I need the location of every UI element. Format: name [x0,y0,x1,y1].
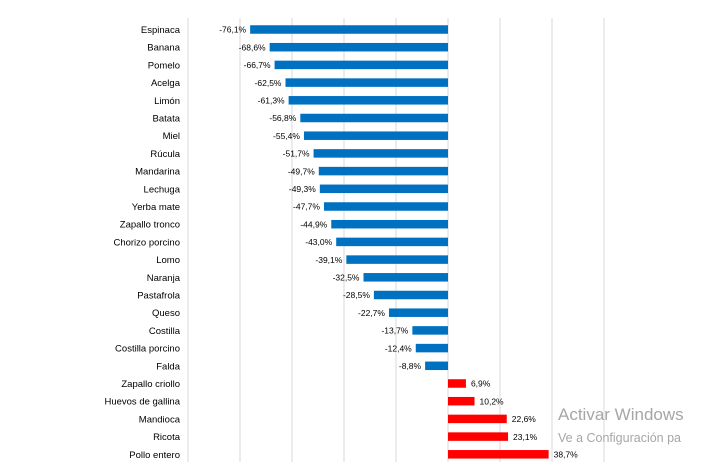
category-label: Falda [156,361,180,372]
bar [363,273,448,282]
bar [415,343,448,353]
bar [250,25,448,34]
value-label: -61,3% [258,96,285,106]
value-label: -28,5% [343,290,370,300]
bar [412,326,448,335]
bar [346,255,448,264]
value-label: -22,7% [358,308,385,318]
category-label: Zapallo tronco [120,220,180,231]
value-label: 38,7% [554,450,579,460]
bar [336,237,448,247]
category-label: Yerba mate [132,202,180,213]
activation-watermark-title: Activar Windows [558,405,684,424]
bar [373,290,448,300]
bar [303,131,448,140]
bar [274,60,448,70]
category-label: Chorizo porcino [113,237,180,248]
value-label: -32,5% [333,273,360,283]
value-label: -47,7% [293,202,320,212]
category-label: Acelga [151,78,181,89]
bar [269,42,448,52]
category-label: Pastafrola [137,291,180,302]
value-label: -51,7% [283,149,310,159]
value-label: -44,9% [300,219,327,229]
bar [318,166,448,176]
bar [448,379,466,388]
bar [313,149,448,158]
bar [425,361,448,371]
value-label: 22,6% [512,414,537,424]
category-label: Ricota [153,432,181,443]
value-label: -68,6% [239,42,266,52]
category-label: Mandioca [139,414,181,425]
value-label: -56,8% [269,113,296,123]
value-label: -12,4% [385,343,412,353]
category-label: Rúcula [150,149,180,160]
category-label: Batata [153,114,181,125]
category-label: Espinaca [141,25,181,36]
bar [388,308,448,317]
value-labels: -76,1% -68,6% -66,7% -62,5% -61,3% -56,8% -55,… [219,25,578,460]
value-label: 23,1% [513,432,538,442]
category-labels: Espinaca Banana Pomelo Acelga Limón Batata Mie… [104,25,180,461]
value-label: -62,5% [255,78,282,88]
value-label: -43,0% [305,237,332,247]
category-label: Mandarina [135,167,181,178]
value-label: -49,3% [289,184,316,194]
value-label: -49,7% [288,166,315,176]
value-label: 6,9% [471,379,491,389]
value-label: -55,4% [273,131,300,141]
bar [319,184,448,194]
category-label: Costilla porcino [115,344,180,355]
value-label: -39,1% [315,255,342,265]
value-label: -13,7% [381,326,408,336]
bar [300,113,448,123]
category-label: Naranja [147,273,181,284]
value-label: -76,1% [219,25,246,35]
category-label: Pollo entero [129,450,180,461]
category-label: Costilla [149,326,181,337]
bars [250,25,549,459]
value-label: 10,2% [480,396,505,406]
category-label: Huevos de gallina [104,397,180,408]
category-label: Limón [154,96,180,107]
category-label: Miel [163,131,180,142]
bar [323,202,448,211]
bar [448,414,507,424]
category-label: Zapallo criollo [121,379,180,390]
activation-watermark-subtitle: Ve a Configuración pa [558,431,682,445]
category-label: Lomo [156,255,180,266]
value-label: -8,8% [399,361,422,371]
bar [288,96,448,105]
bar [448,450,549,459]
value-label: -66,7% [244,60,271,70]
bar [331,219,448,229]
category-label: Queso [152,308,180,319]
category-label: Lechuga [144,184,181,195]
bar [285,78,448,87]
bar [448,432,509,441]
bar [448,396,475,406]
category-label: Pomelo [148,60,180,71]
category-label: Banana [147,43,180,54]
